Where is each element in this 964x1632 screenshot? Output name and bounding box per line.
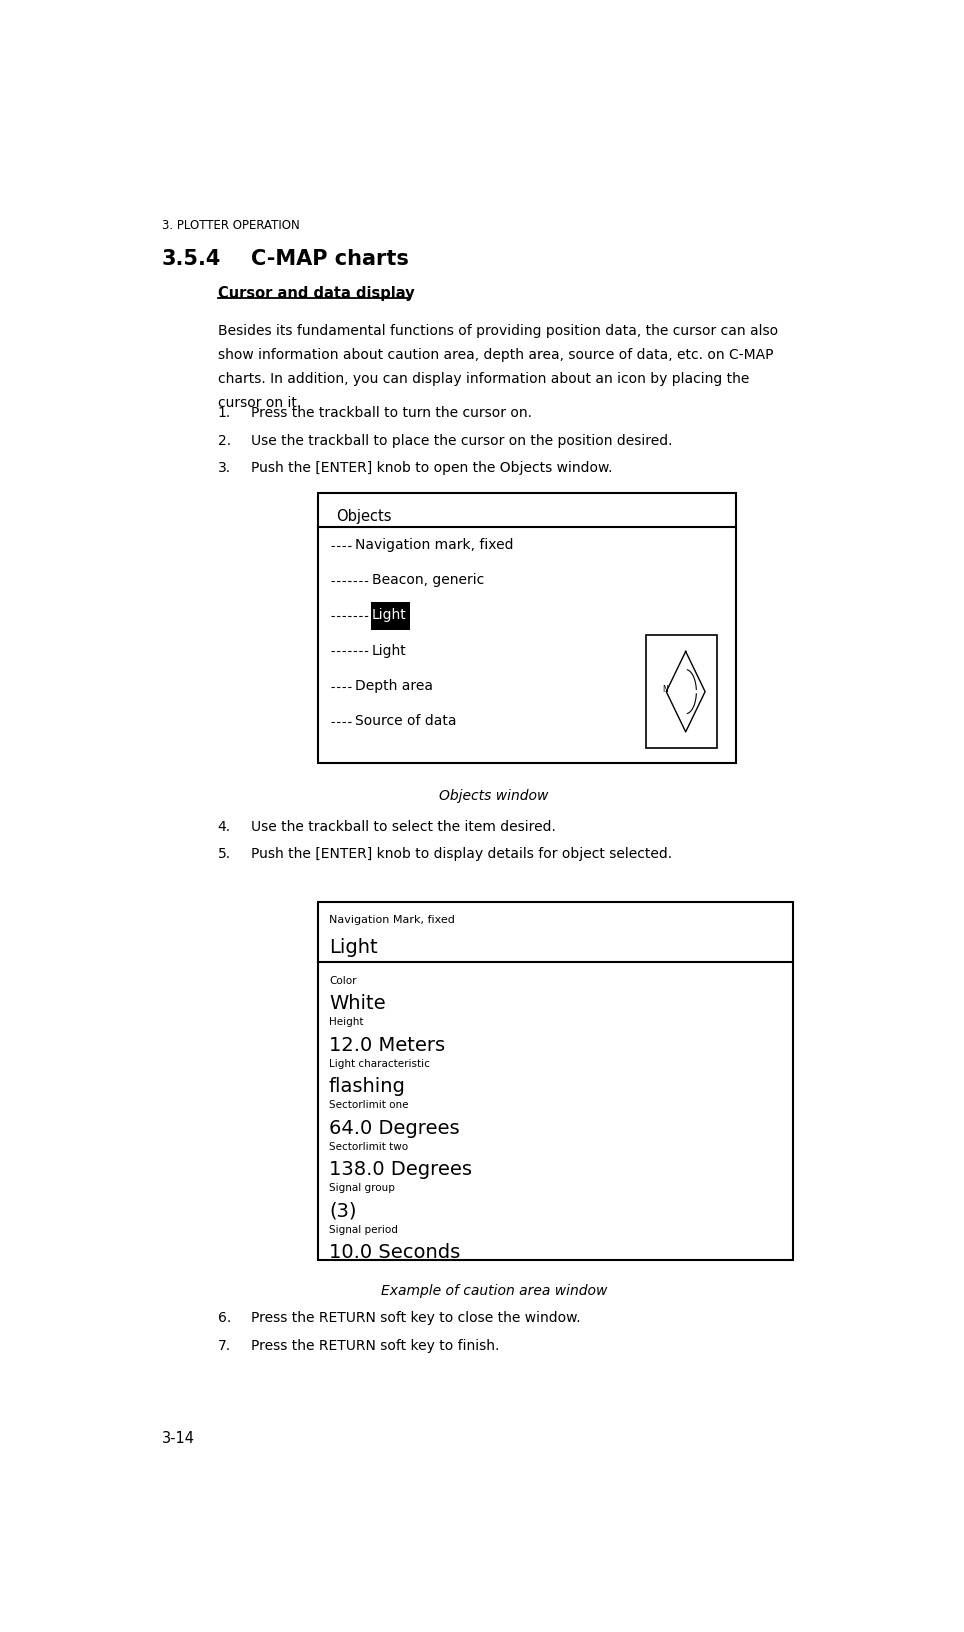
Text: 138.0 Degrees: 138.0 Degrees bbox=[329, 1160, 472, 1178]
Text: Example of caution area window: Example of caution area window bbox=[381, 1283, 607, 1297]
Text: Sectorlimit two: Sectorlimit two bbox=[329, 1141, 408, 1151]
Text: 1.: 1. bbox=[218, 406, 230, 419]
Text: Source of data: Source of data bbox=[355, 713, 457, 728]
Text: Sectorlimit one: Sectorlimit one bbox=[329, 1100, 409, 1110]
Bar bbox=[318, 902, 793, 1260]
Text: 3.: 3. bbox=[218, 460, 230, 475]
Text: C-MAP charts: C-MAP charts bbox=[252, 248, 409, 269]
Text: Signal group: Signal group bbox=[329, 1182, 395, 1193]
Text: Color: Color bbox=[329, 974, 357, 986]
Text: charts. In addition, you can display information about an icon by placing the: charts. In addition, you can display inf… bbox=[218, 372, 749, 385]
Text: 4.: 4. bbox=[218, 819, 230, 832]
Text: show information about caution area, depth area, source of data, etc. on C-MAP: show information about caution area, dep… bbox=[218, 348, 773, 362]
Text: Press the RETURN soft key to close the window.: Press the RETURN soft key to close the w… bbox=[252, 1310, 581, 1325]
Text: Besides its fundamental functions of providing position data, the cursor can als: Besides its fundamental functions of pro… bbox=[218, 325, 778, 338]
Text: Push the [ENTER] knob to display details for object selected.: Push the [ENTER] knob to display details… bbox=[252, 847, 672, 860]
Text: Push the [ENTER] knob to open the Objects window.: Push the [ENTER] knob to open the Object… bbox=[252, 460, 613, 475]
Text: Light: Light bbox=[329, 937, 378, 956]
Text: Height: Height bbox=[329, 1017, 363, 1027]
Text: 64.0 Degrees: 64.0 Degrees bbox=[329, 1118, 460, 1138]
Bar bbox=[647, 635, 717, 749]
Text: Objects window: Objects window bbox=[440, 788, 549, 803]
Text: Cursor and data display: Cursor and data display bbox=[218, 286, 415, 302]
Text: 3. PLOTTER OPERATION: 3. PLOTTER OPERATION bbox=[162, 219, 300, 232]
Text: 7.: 7. bbox=[218, 1338, 230, 1353]
Text: flashing: flashing bbox=[329, 1077, 406, 1095]
Text: Signal period: Signal period bbox=[329, 1224, 398, 1234]
Text: Press the trackball to turn the cursor on.: Press the trackball to turn the cursor o… bbox=[252, 406, 532, 419]
Text: 3-14: 3-14 bbox=[162, 1430, 195, 1444]
Bar bbox=[318, 493, 736, 764]
Text: 6.: 6. bbox=[218, 1310, 230, 1325]
Text: Navigation Mark, fixed: Navigation Mark, fixed bbox=[329, 914, 455, 925]
Text: 3.5.4: 3.5.4 bbox=[162, 248, 221, 269]
Text: Beacon, generic: Beacon, generic bbox=[371, 573, 484, 588]
Text: Light: Light bbox=[371, 609, 406, 622]
Text: White: White bbox=[329, 994, 386, 1013]
Text: cursor on it.: cursor on it. bbox=[218, 395, 301, 410]
Text: 5.: 5. bbox=[218, 847, 230, 860]
Text: N: N bbox=[662, 685, 668, 694]
Text: 10.0 Seconds: 10.0 Seconds bbox=[329, 1242, 460, 1262]
Text: (3): (3) bbox=[329, 1201, 357, 1221]
Text: 2.: 2. bbox=[218, 434, 230, 447]
Text: Light characteristic: Light characteristic bbox=[329, 1058, 430, 1067]
Bar bbox=[371, 602, 410, 630]
Text: Use the trackball to place the cursor on the position desired.: Use the trackball to place the cursor on… bbox=[252, 434, 673, 447]
Text: Use the trackball to select the item desired.: Use the trackball to select the item des… bbox=[252, 819, 556, 832]
Text: 12.0 Meters: 12.0 Meters bbox=[329, 1035, 445, 1054]
Text: Depth area: Depth area bbox=[355, 679, 433, 692]
Text: Navigation mark, fixed: Navigation mark, fixed bbox=[355, 537, 514, 552]
Text: Light: Light bbox=[371, 643, 406, 658]
Text: Objects: Objects bbox=[336, 509, 392, 524]
Text: Press the RETURN soft key to finish.: Press the RETURN soft key to finish. bbox=[252, 1338, 499, 1353]
